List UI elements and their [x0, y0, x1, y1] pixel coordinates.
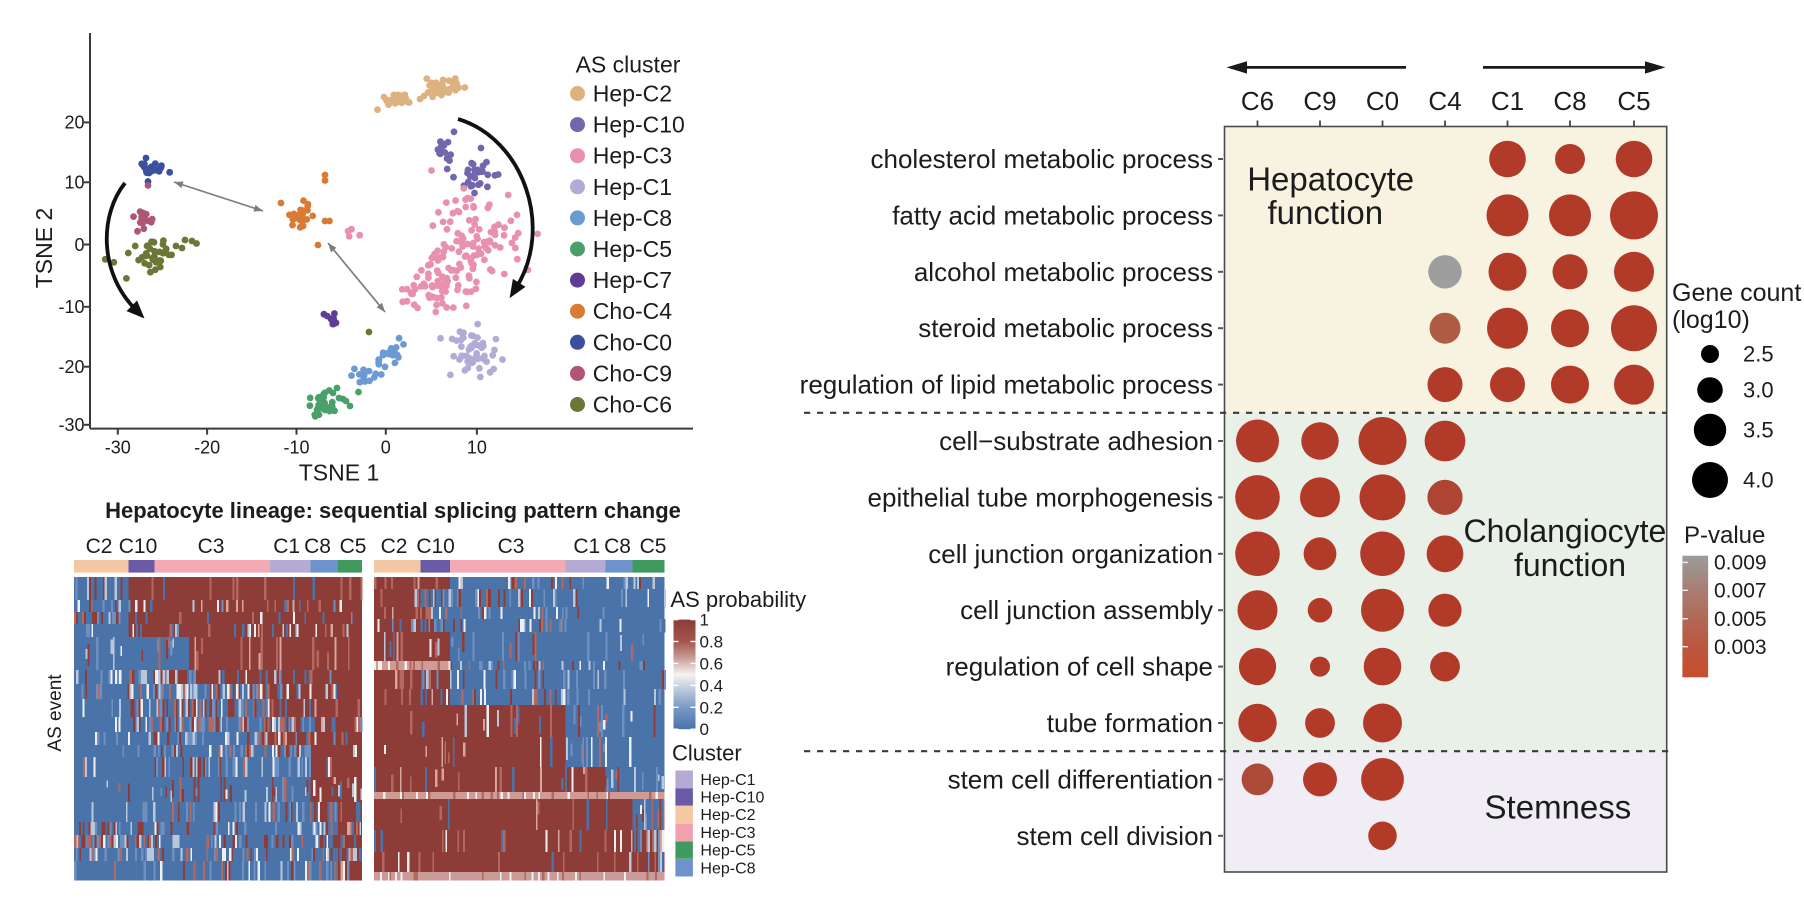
svg-text:Hep-C10: Hep-C10	[700, 790, 764, 807]
svg-text:20: 20	[64, 113, 84, 133]
svg-text:C8: C8	[1553, 86, 1586, 116]
svg-text:0.003: 0.003	[1714, 636, 1767, 659]
svg-text:4.0: 4.0	[1743, 468, 1774, 493]
svg-text:Hep-C5: Hep-C5	[700, 843, 755, 860]
svg-text:cholesterol metabolic process: cholesterol metabolic process	[871, 144, 1214, 174]
svg-text:Hep-C2: Hep-C2	[593, 81, 672, 107]
svg-text:3.5: 3.5	[1743, 418, 1774, 443]
svg-text:TSNE 2: TSNE 2	[31, 208, 57, 289]
svg-text:Hep-C3: Hep-C3	[593, 143, 672, 169]
svg-text:3.0: 3.0	[1743, 378, 1774, 403]
svg-text:Cho-C6: Cho-C6	[593, 392, 672, 418]
svg-text:0.8: 0.8	[700, 633, 724, 652]
svg-text:0.2: 0.2	[700, 698, 724, 717]
svg-text:C4: C4	[1428, 86, 1461, 116]
svg-text:-20: -20	[194, 438, 220, 458]
svg-text:C10: C10	[119, 535, 158, 558]
svg-text:Hep-C2: Hep-C2	[700, 807, 755, 824]
svg-text:Cholangiocyte: Cholangiocyte	[1464, 513, 1667, 549]
svg-text:tube formation: tube formation	[1047, 708, 1213, 738]
svg-text:alcohol metabolic process: alcohol metabolic process	[914, 257, 1213, 287]
svg-text:Hep-C8: Hep-C8	[700, 860, 755, 877]
svg-text:stem cell differentiation: stem cell differentiation	[948, 764, 1213, 794]
svg-text:Hepatocyte: Hepatocyte	[1247, 161, 1414, 198]
svg-text:cell junction assembly: cell junction assembly	[960, 595, 1213, 625]
svg-text:-30: -30	[58, 415, 84, 435]
svg-text:0.007: 0.007	[1714, 580, 1767, 603]
svg-text:C1: C1	[273, 535, 300, 558]
svg-text:C0: C0	[1366, 86, 1399, 116]
svg-text:2.5: 2.5	[1743, 342, 1774, 367]
svg-text:C8: C8	[604, 535, 631, 558]
svg-text:0: 0	[700, 720, 709, 739]
svg-text:C3: C3	[198, 535, 225, 558]
svg-text:0: 0	[381, 438, 391, 458]
svg-text:AS probability: AS probability	[670, 587, 806, 612]
svg-text:0.6: 0.6	[700, 654, 724, 673]
svg-text:cell−substrate adhesion: cell−substrate adhesion	[939, 426, 1213, 456]
svg-text:fatty acid metabolic process: fatty acid metabolic process	[892, 200, 1213, 230]
svg-text:C5: C5	[1617, 86, 1650, 116]
svg-text:(log10): (log10)	[1672, 306, 1750, 334]
svg-text:AS event: AS event	[45, 674, 66, 752]
svg-text:cell junction organization: cell junction organization	[928, 539, 1213, 569]
svg-text:C5: C5	[640, 535, 667, 558]
svg-text:Cho-C0: Cho-C0	[593, 329, 672, 355]
svg-text:regulation of lipid metabolic: regulation of lipid metabolic process	[800, 370, 1213, 400]
svg-text:function: function	[1514, 547, 1626, 583]
svg-text:C9: C9	[1303, 86, 1336, 116]
svg-text:0.009: 0.009	[1714, 552, 1767, 575]
svg-text:-10: -10	[58, 297, 84, 317]
svg-text:Hep-C1: Hep-C1	[700, 772, 755, 789]
svg-text:C10: C10	[416, 535, 455, 558]
svg-text:0: 0	[74, 235, 84, 255]
svg-text:Hep-C1: Hep-C1	[593, 174, 672, 200]
svg-text:Cho-C4: Cho-C4	[593, 298, 672, 324]
svg-text:P-value: P-value	[1684, 522, 1765, 549]
svg-text:steroid metabolic process: steroid metabolic process	[918, 313, 1213, 343]
svg-text:Hep-C3: Hep-C3	[700, 825, 755, 842]
svg-text:10: 10	[64, 173, 84, 193]
svg-text:-10: -10	[283, 438, 309, 458]
svg-text:0.4: 0.4	[700, 676, 724, 695]
svg-text:C2: C2	[381, 535, 408, 558]
svg-text:C5: C5	[340, 535, 367, 558]
svg-text:TSNE 1: TSNE 1	[299, 460, 380, 486]
svg-text:Hep-C8: Hep-C8	[593, 205, 672, 231]
svg-text:0.005: 0.005	[1714, 608, 1767, 631]
svg-text:AS cluster: AS cluster	[576, 52, 681, 78]
svg-text:Hep-C5: Hep-C5	[593, 236, 672, 262]
svg-text:Gene count: Gene count	[1672, 279, 1801, 307]
svg-text:Stemness: Stemness	[1485, 789, 1632, 826]
svg-text:Hepatocyte lineage: sequential: Hepatocyte lineage: sequential splicing …	[105, 498, 681, 523]
svg-text:C2: C2	[86, 535, 113, 558]
svg-text:Cho-C9: Cho-C9	[593, 360, 672, 386]
svg-text:epithelial tube morphogenesis: epithelial tube morphogenesis	[868, 482, 1213, 512]
svg-text:regulation of cell shape: regulation of cell shape	[946, 652, 1213, 682]
svg-text:-20: -20	[58, 357, 84, 377]
svg-text:10: 10	[467, 438, 487, 458]
svg-text:Cluster: Cluster	[672, 741, 742, 766]
svg-text:Hep-C10: Hep-C10	[593, 112, 685, 138]
svg-text:stem cell division: stem cell division	[1016, 821, 1213, 851]
svg-text:function: function	[1268, 194, 1384, 231]
svg-text:Hep-C7: Hep-C7	[593, 267, 672, 293]
svg-text:C1: C1	[1491, 86, 1524, 116]
svg-text:C6: C6	[1241, 86, 1274, 116]
svg-text:-30: -30	[105, 438, 131, 458]
svg-text:C1: C1	[573, 535, 600, 558]
svg-text:C3: C3	[498, 535, 525, 558]
svg-text:1: 1	[700, 611, 709, 630]
svg-text:C8: C8	[304, 535, 331, 558]
